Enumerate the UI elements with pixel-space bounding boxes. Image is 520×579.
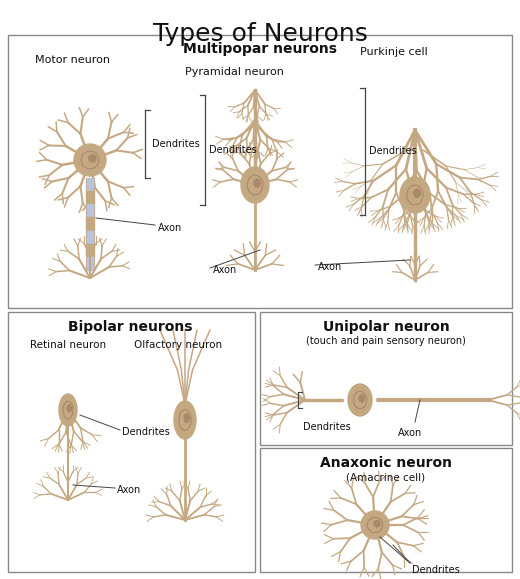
Bar (260, 448, 512, 572)
Ellipse shape (241, 167, 269, 203)
Text: Axon: Axon (398, 428, 422, 438)
Text: Anaxonic neuron: Anaxonic neuron (320, 456, 452, 470)
Text: Unipolar neuron: Unipolar neuron (322, 320, 449, 334)
Ellipse shape (359, 395, 365, 402)
Text: Types of Neurons: Types of Neurons (152, 22, 368, 46)
Text: Retinal neuron: Retinal neuron (30, 340, 106, 350)
Bar (260, 312, 512, 445)
Ellipse shape (174, 401, 196, 439)
Bar (86, 257, 94, 269)
Bar (86, 191, 94, 204)
Text: Bipolar neurons: Bipolar neurons (68, 320, 192, 334)
Bar (86, 218, 94, 230)
Ellipse shape (348, 384, 372, 416)
Text: Dendrites: Dendrites (303, 422, 351, 432)
Text: Dendrites: Dendrites (122, 427, 170, 437)
Text: Axon: Axon (213, 265, 237, 275)
Ellipse shape (361, 511, 389, 539)
Ellipse shape (89, 155, 96, 162)
Text: (Amacrine cell): (Amacrine cell) (346, 472, 425, 482)
Text: Multipopar neurons: Multipopar neurons (183, 42, 337, 56)
Text: Pyramidal neuron: Pyramidal neuron (185, 67, 284, 77)
Text: (touch and pain sensory neuron): (touch and pain sensory neuron) (306, 336, 466, 346)
Text: Purkinje cell: Purkinje cell (360, 47, 428, 57)
Ellipse shape (59, 394, 77, 426)
Bar (86, 230, 94, 243)
Text: Axon: Axon (117, 485, 141, 495)
Ellipse shape (67, 405, 71, 412)
Text: Dendrites: Dendrites (412, 565, 460, 575)
Ellipse shape (414, 189, 421, 197)
Text: Motor neuron: Motor neuron (35, 55, 110, 65)
Ellipse shape (74, 144, 106, 176)
Bar (8, 35, 512, 308)
Ellipse shape (184, 414, 189, 422)
Text: Dendrites: Dendrites (152, 139, 200, 149)
Ellipse shape (400, 177, 430, 213)
Text: Dendrites: Dendrites (209, 145, 257, 155)
Text: Axon: Axon (318, 262, 342, 272)
Bar (86, 244, 94, 256)
Ellipse shape (374, 521, 380, 527)
Text: Axon: Axon (158, 223, 182, 233)
Text: Olfactory neuron: Olfactory neuron (134, 340, 222, 350)
Text: Dendrites: Dendrites (369, 146, 417, 156)
Bar (86, 178, 94, 190)
Bar (86, 204, 94, 217)
Bar (8, 312, 255, 572)
Ellipse shape (254, 179, 260, 187)
